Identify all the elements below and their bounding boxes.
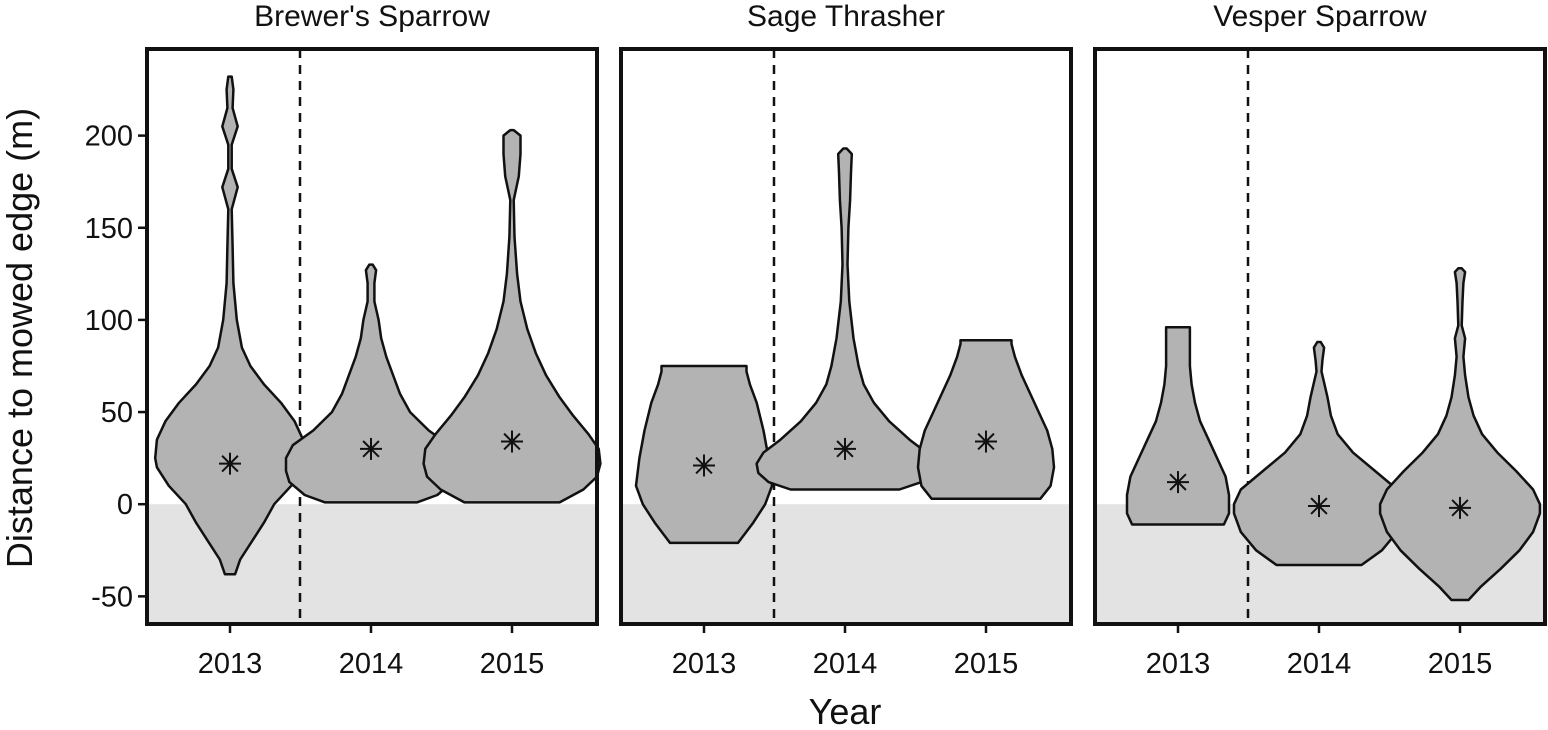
y-axis-label: Distance to mowed edge (m) <box>0 108 40 568</box>
panel-title-sage-thrasher: Sage Thrasher <box>747 0 945 33</box>
panel-brewer-s-sparrow: Brewer's Sparrow 2013 2014 2015 -50 0 50 100 150… <box>85 0 602 680</box>
x-tick-label-2014: 2014 <box>813 648 878 680</box>
y-tick-label: 100 <box>85 305 133 337</box>
mean-marker-sage-thrasher-2013 <box>693 454 715 477</box>
panel-vesper-sparrow: Vesper Sparrow 2013 2014 2015 <box>1093 0 1547 680</box>
y-tick-label: -50 <box>91 581 133 613</box>
x-tick-label-2015: 2015 <box>1428 648 1493 680</box>
violin-sage-thrasher-2014 <box>755 147 935 491</box>
mean-marker-brewer-s-sparrow-2014 <box>360 437 382 460</box>
x-tick-label-2013: 2013 <box>198 648 263 680</box>
mean-marker-vesper-sparrow-2015 <box>1449 496 1471 519</box>
x-tick-label-2014: 2014 <box>339 648 404 680</box>
x-tick-label-2015: 2015 <box>480 648 545 680</box>
violin-brewer-s-sparrow-2013 <box>153 75 307 576</box>
y-tick-label: 200 <box>85 121 133 153</box>
mean-marker-sage-thrasher-2015 <box>975 430 997 453</box>
y-tick-label: 50 <box>101 397 133 429</box>
chart-panels: Brewer's Sparrow 2013 2014 2015 -50 0 50 100 150… <box>85 0 1547 680</box>
x-tick-label-2013: 2013 <box>672 648 737 680</box>
mean-marker-vesper-sparrow-2014 <box>1308 495 1330 518</box>
x-tick-label-2015: 2015 <box>954 648 1019 680</box>
mean-marker-vesper-sparrow-2013 <box>1167 471 1189 494</box>
y-tick-label: 0 <box>117 489 133 521</box>
violin-vesper-sparrow-2015 <box>1378 267 1542 602</box>
x-tick-label-2014: 2014 <box>1287 648 1352 680</box>
mean-marker-brewer-s-sparrow-2015 <box>501 430 523 453</box>
panel-sage-thrasher: Sage Thrasher 2013 2014 2015 <box>619 0 1073 680</box>
panel-title-vesper-sparrow: Vesper Sparrow <box>1213 0 1427 33</box>
violin-sage-thrasher-2015 <box>916 338 1056 500</box>
y-tick-label: 150 <box>85 213 133 245</box>
violin-sage-thrasher-2013 <box>634 364 774 545</box>
violin-vesper-sparrow-2013 <box>1125 326 1231 526</box>
panel-title-brewer-s-sparrow: Brewer's Sparrow <box>254 0 490 33</box>
mean-marker-brewer-s-sparrow-2013 <box>219 452 241 475</box>
x-axis-label: Year <box>809 691 882 730</box>
mean-marker-sage-thrasher-2014 <box>834 437 856 460</box>
violin-brewer-s-sparrow-2015 <box>422 128 602 504</box>
violin-vesper-sparrow-2014 <box>1232 340 1406 567</box>
x-tick-label-2013: 2013 <box>1146 648 1211 680</box>
